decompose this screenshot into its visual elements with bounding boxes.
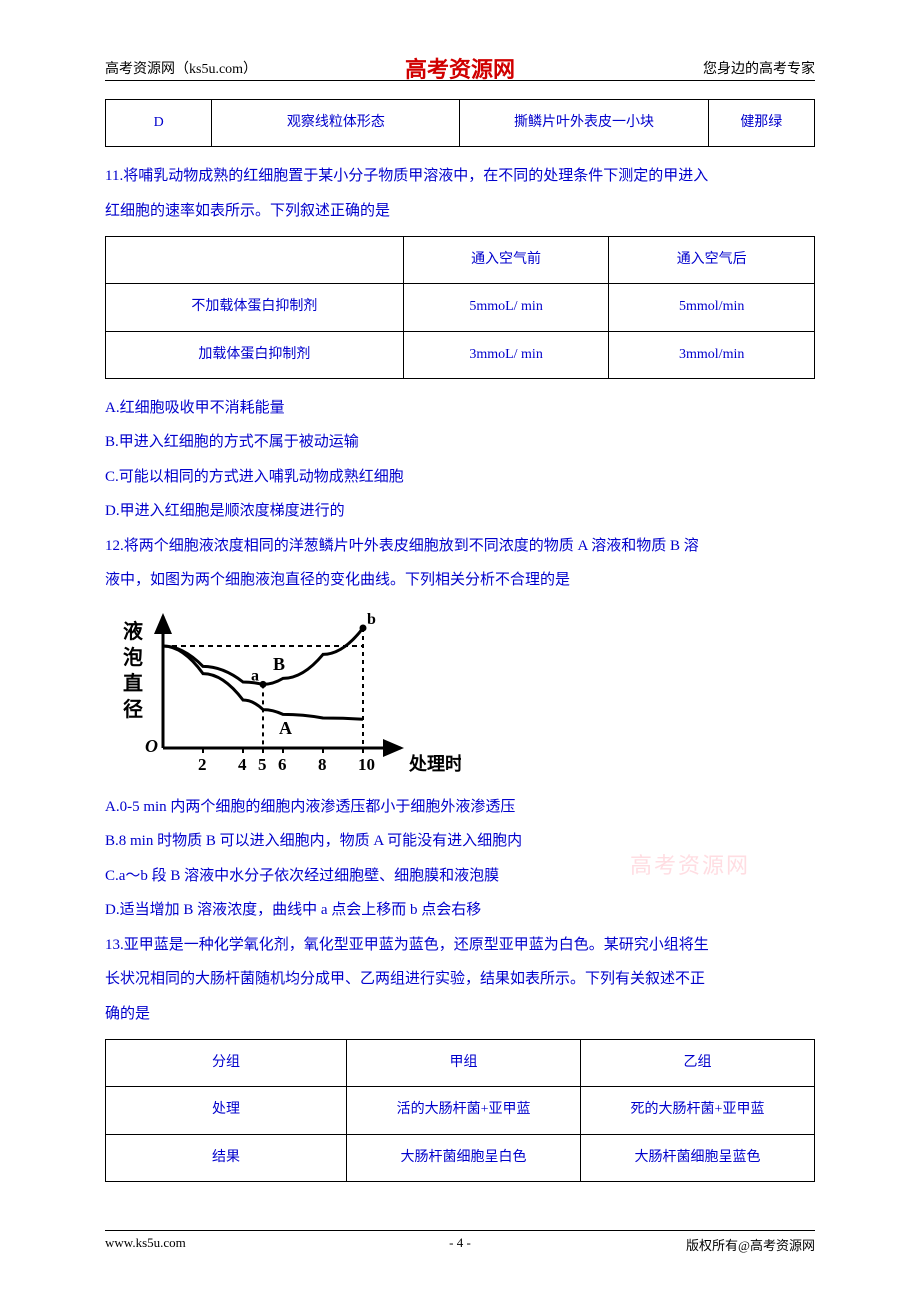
q11-opt-a: A.红细胞吸收甲不消耗能量 [105,391,815,426]
cell: 3mmol/min [609,331,815,378]
svg-text:液: 液 [123,619,144,643]
q11-opt-b: B.甲进入红细胞的方式不属于被动运输 [105,425,815,460]
svg-text:B: B [273,654,285,674]
svg-text:a: a [251,667,259,684]
table-row: 不加载体蛋白抑制剂 5mmoL/ min 5mmol/min [106,284,815,331]
cell: 加载体蛋白抑制剂 [106,331,404,378]
footer-left: www.ks5u.com [105,1235,186,1254]
q12-opt-b: B.8 min 时物质 B 可以进入细胞内，物质 A 可能没有进入细胞内 [105,824,815,859]
footer-page-number: - 4 - [449,1235,471,1251]
table-q13: 分组 甲组 乙组 处理 活的大肠杆菌+亚甲蓝 死的大肠杆菌+亚甲蓝 结果 大肠杆… [105,1039,815,1182]
cell: 通入空气前 [403,237,609,284]
cell: 大肠杆菌细胞呈蓝色 [581,1134,815,1181]
q12-chart: 液泡直径O 2 456 8 10 处理时间/min A Ba b [111,608,815,778]
table-q11: 通入空气前 通入空气后 不加载体蛋白抑制剂 5mmoL/ min 5mmol/m… [105,236,815,379]
cell [106,237,404,284]
svg-text:A: A [279,718,292,738]
table-row: 结果 大肠杆菌细胞呈白色 大肠杆菌细胞呈蓝色 [106,1134,815,1181]
chart-svg: 液泡直径O 2 456 8 10 处理时间/min A Ba b [111,608,461,778]
cell: 5mmol/min [609,284,815,331]
svg-text:2: 2 [198,755,207,774]
cell: 撕鳞片叶外表皮一小块 [460,100,708,147]
svg-text:径: 径 [123,697,143,721]
cell: 死的大肠杆菌+亚甲蓝 [581,1087,815,1134]
q11-opt-d: D.甲进入红细胞是顺浓度梯度进行的 [105,494,815,529]
q12-opt-c: C.a～b 段 B 溶液中水分子依次经过细胞壁、细胞膜和液泡膜 [105,859,815,894]
q13-line2: 长状况相同的大肠杆菌随机均分成甲、乙两组进行实验，结果如表所示。下列有关叙述不正 [105,962,815,997]
q12-opt-a: A.0-5 min 内两个细胞的细胞内液渗透压都小于细胞外液渗透压 [105,790,815,825]
header-title: 高考资源网 [405,52,515,84]
cell: 结果 [106,1134,347,1181]
header-left-text: 高考资源网（ks5u.com） [105,58,257,78]
svg-text:泡: 泡 [123,645,143,669]
cell: 分组 [106,1040,347,1087]
table-q10-row: D 观察线粒体形态 撕鳞片叶外表皮一小块 健那绿 [105,99,815,147]
svg-text:5: 5 [258,755,267,774]
cell: 甲组 [347,1040,581,1087]
cell: 不加载体蛋白抑制剂 [106,284,404,331]
svg-text:直: 直 [123,671,143,695]
table-row: 通入空气前 通入空气后 [106,237,815,284]
table-row: D 观察线粒体形态 撕鳞片叶外表皮一小块 健那绿 [106,100,815,147]
q13-line3: 确的是 [105,997,815,1032]
svg-text:8: 8 [318,755,327,774]
svg-text:4: 4 [238,755,247,774]
table-row: 分组 甲组 乙组 [106,1040,815,1087]
cell: D [106,100,212,147]
table-row: 处理 活的大肠杆菌+亚甲蓝 死的大肠杆菌+亚甲蓝 [106,1087,815,1134]
main-content: D 观察线粒体形态 撕鳞片叶外表皮一小块 健那绿 11.将哺乳动物成熟的红细胞置… [105,99,815,1182]
cell: 处理 [106,1087,347,1134]
cell: 5mmoL/ min [403,284,609,331]
cell: 乙组 [581,1040,815,1087]
q12-opt-d: D.适当增加 B 溶液浓度，曲线中 a 点会上移而 b 点会右移 [105,893,815,928]
cell: 健那绿 [708,100,814,147]
header-right-text: 您身边的高考专家 [703,58,815,78]
q11-line1: 11.将哺乳动物成熟的红细胞置于某小分子物质甲溶液中，在不同的处理条件下测定的甲… [105,159,815,194]
q13-line1: 13.亚甲蓝是一种化学氧化剂，氧化型亚甲蓝为蓝色，还原型亚甲蓝为白色。某研究小组… [105,928,815,963]
cell: 通入空气后 [609,237,815,284]
svg-text:6: 6 [278,755,287,774]
cell: 大肠杆菌细胞呈白色 [347,1134,581,1181]
q12-line2: 液中，如图为两个细胞液泡直径的变化曲线。下列相关分析不合理的是 [105,563,815,598]
svg-text:处理时间/min: 处理时间/min [408,753,461,774]
q12-line1: 12.将两个细胞液浓度相同的洋葱鳞片叶外表皮细胞放到不同浓度的物质 A 溶液和物… [105,529,815,564]
svg-text:b: b [367,611,376,628]
cell: 活的大肠杆菌+亚甲蓝 [347,1087,581,1134]
page-footer: www.ks5u.com - 4 - 版权所有@高考资源网 [105,1230,815,1254]
q11-line2: 红细胞的速率如表所示。下列叙述正确的是 [105,194,815,229]
cell: 观察线粒体形态 [212,100,460,147]
cell: 3mmoL/ min [403,331,609,378]
q11-opt-c: C.可能以相同的方式进入哺乳动物成熟红细胞 [105,460,815,495]
svg-text:10: 10 [358,755,375,774]
table-row: 加载体蛋白抑制剂 3mmoL/ min 3mmol/min [106,331,815,378]
svg-text:O: O [145,736,158,756]
footer-right: 版权所有@高考资源网 [686,1235,815,1254]
